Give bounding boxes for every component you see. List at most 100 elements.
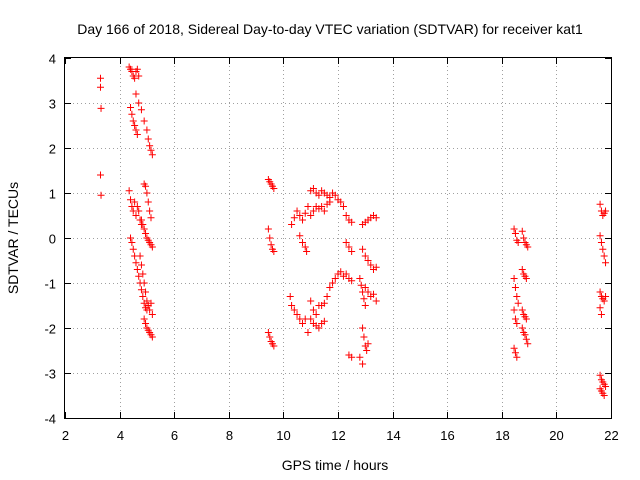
data-point — [511, 349, 519, 357]
x-tick-label: 4 — [117, 428, 124, 443]
data-point — [318, 203, 326, 210]
x-tick-label: 20 — [549, 428, 563, 443]
data-point — [296, 212, 304, 219]
data-point — [331, 275, 339, 282]
data-point — [307, 297, 315, 305]
data-point — [266, 234, 274, 242]
data-point — [309, 306, 317, 314]
data-point — [518, 306, 526, 314]
data-point — [312, 311, 320, 318]
data-point — [140, 279, 148, 287]
data-point — [524, 340, 532, 348]
data-point — [140, 225, 148, 233]
data-point — [131, 74, 139, 82]
data-point — [320, 207, 328, 215]
data-point — [323, 293, 331, 300]
data-point — [135, 272, 143, 280]
data-point — [596, 232, 604, 240]
y-axis-label: SDTVAR / TECUs — [5, 182, 21, 294]
data-point — [342, 270, 350, 278]
data-point — [522, 275, 530, 282]
x-tick-label: 16 — [440, 428, 454, 443]
data-point — [513, 293, 521, 300]
data-point — [129, 117, 137, 125]
x-tick-label: 2 — [62, 428, 69, 443]
data-point — [359, 324, 367, 332]
data-point — [142, 230, 150, 237]
data-point — [146, 142, 154, 150]
data-point — [372, 214, 380, 222]
data-point — [304, 329, 312, 336]
data-point — [133, 203, 141, 210]
data-point — [329, 279, 337, 287]
x-tick-label: 14 — [386, 428, 400, 443]
grid-lines — [65, 58, 611, 418]
x-tick-label: 22 — [604, 428, 618, 443]
data-point — [596, 304, 604, 312]
data-point — [270, 185, 278, 192]
y-tick-label: -3 — [44, 367, 56, 382]
data-point — [131, 198, 139, 206]
data-point — [510, 344, 518, 352]
data-point — [307, 212, 315, 219]
data-point — [361, 302, 369, 309]
data-point — [139, 221, 147, 228]
y-tick-label: -4 — [44, 412, 56, 427]
y-tick-label: -1 — [44, 277, 56, 292]
data-point — [299, 239, 307, 246]
data-point — [142, 182, 150, 190]
tick-marks — [65, 58, 612, 419]
data-point — [137, 216, 145, 224]
data-point — [293, 207, 301, 215]
data-point — [360, 333, 368, 341]
data-point — [135, 207, 143, 215]
data-point — [364, 288, 372, 296]
data-point — [307, 315, 315, 323]
data-point — [520, 234, 528, 242]
data-point — [521, 331, 529, 339]
data-point — [293, 311, 301, 318]
data-point — [309, 207, 317, 215]
data-point — [139, 270, 147, 278]
data-point — [148, 311, 156, 318]
data-point — [600, 252, 608, 260]
data-point — [315, 191, 323, 199]
data-point — [331, 191, 339, 199]
data-point — [148, 243, 156, 251]
data-point — [143, 189, 151, 197]
data-point — [96, 83, 104, 91]
data-point — [518, 266, 526, 273]
data-point — [136, 252, 144, 260]
data-point — [288, 302, 296, 309]
data-point — [142, 288, 150, 296]
y-tick-label: 2 — [49, 142, 56, 157]
x-tick-label: 12 — [331, 428, 345, 443]
data-point — [348, 353, 356, 361]
data-point — [369, 290, 377, 298]
data-point — [135, 72, 143, 80]
data-point — [510, 306, 518, 314]
data-point — [511, 230, 519, 237]
data-point — [356, 275, 364, 282]
data-point — [511, 315, 519, 323]
data-point — [356, 353, 364, 361]
data-point — [596, 200, 604, 208]
data-point — [290, 214, 298, 222]
data-point — [296, 232, 304, 240]
data-point — [372, 297, 380, 305]
data-point — [143, 297, 151, 305]
data-point — [264, 329, 272, 336]
data-point — [140, 117, 148, 125]
data-point — [133, 131, 141, 138]
y-tick-label: 4 — [49, 52, 56, 67]
data-point — [137, 106, 145, 114]
data-point — [361, 252, 369, 260]
data-point — [342, 239, 350, 246]
x-axis-label: GPS time / hours — [282, 457, 389, 473]
data-point — [326, 284, 334, 291]
data-point — [510, 225, 518, 233]
data-point — [513, 320, 521, 327]
data-point — [270, 342, 278, 350]
data-point — [299, 216, 307, 224]
data-point — [137, 261, 145, 269]
